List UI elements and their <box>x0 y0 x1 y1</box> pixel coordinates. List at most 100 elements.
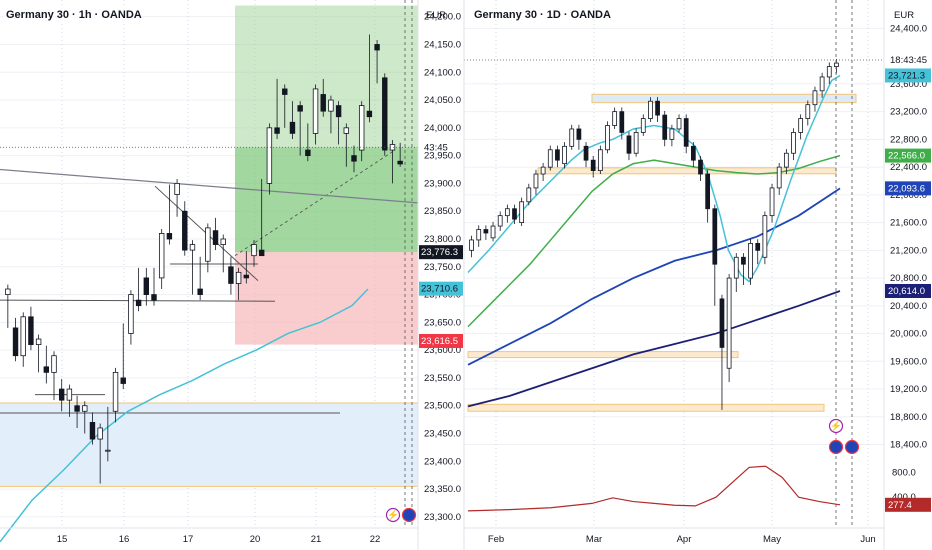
candle <box>312 88 319 134</box>
y-tick-label: 24,100.0 <box>424 67 461 78</box>
candle <box>166 233 173 240</box>
x-tick-label: 15 <box>57 534 68 545</box>
price-label-bg <box>885 68 931 83</box>
candle <box>733 256 739 279</box>
candle <box>305 149 311 157</box>
candle <box>235 271 242 284</box>
candle <box>258 249 265 257</box>
candle <box>43 366 50 373</box>
candle <box>698 159 703 175</box>
candle <box>712 208 718 265</box>
y-tick-label: 24,400.0 <box>890 23 927 34</box>
candle <box>174 183 180 195</box>
candle <box>576 128 582 140</box>
flag-icon <box>828 439 844 455</box>
price-label-bg <box>419 333 463 348</box>
x-tick-label: 17 <box>183 534 194 545</box>
y-tick-label: 22,400.0 <box>890 162 927 173</box>
candle <box>358 105 365 151</box>
candle <box>683 118 689 147</box>
y-tick-label: 23,600.0 <box>424 345 461 356</box>
candle <box>343 127 350 134</box>
y-tick-label: 23,400.0 <box>424 456 461 467</box>
price-label: 277.4 <box>888 500 912 511</box>
candle <box>274 127 280 134</box>
x-tick-label: May <box>763 534 781 545</box>
candle <box>490 225 496 239</box>
sr-zone <box>591 93 857 104</box>
candle <box>328 99 334 112</box>
candle <box>135 299 142 307</box>
candle <box>569 128 575 147</box>
candle <box>655 100 660 116</box>
chart-title: Germany 30 · 1D · OANDA <box>474 9 611 21</box>
candle <box>97 427 103 440</box>
candle <box>212 230 219 245</box>
candle <box>35 338 42 345</box>
y-tick-label: 24,000.0 <box>424 123 461 134</box>
candle <box>282 88 288 95</box>
chart-title: Germany 30 · 1h · OANDA <box>6 9 142 21</box>
osc-tick-label: 400.0 <box>892 492 916 503</box>
candle <box>547 149 553 168</box>
candle <box>120 377 126 384</box>
candle <box>791 132 796 154</box>
candle <box>197 288 203 295</box>
candle <box>583 145 589 161</box>
candle <box>220 238 226 245</box>
price-scale-bg <box>884 0 932 550</box>
candle <box>640 118 646 133</box>
ma-line-green <box>467 154 841 328</box>
candle <box>266 127 273 184</box>
y-tick-label: 23,750.0 <box>424 262 461 273</box>
candle <box>526 187 532 203</box>
y-tick-label: 23,200.0 <box>890 107 927 118</box>
target-zone <box>235 5 418 253</box>
price-label: 20,614.0 <box>888 286 925 297</box>
x-tick-label: 20 <box>250 534 261 545</box>
price-label: 22,566.0 <box>888 151 925 162</box>
candle <box>205 227 211 262</box>
candle <box>351 155 357 162</box>
candle <box>612 111 618 126</box>
sr-zone <box>467 351 739 359</box>
candle <box>189 244 196 251</box>
lightning-glyph: ⚡ <box>387 509 399 521</box>
y-tick-label: 22,800.0 <box>890 134 927 145</box>
countdown-label: 18:43:45 <box>890 55 927 66</box>
candle <box>374 44 380 51</box>
candle <box>776 166 782 189</box>
sr-zone <box>467 403 825 412</box>
candle <box>143 277 150 295</box>
currency-label: EUR <box>894 10 914 21</box>
osc-tick-label: 800.0 <box>892 467 916 478</box>
y-tick-label: 24,200.0 <box>424 12 461 23</box>
candle <box>812 90 818 106</box>
price-label: 22,093.6 <box>888 183 925 194</box>
candle <box>690 145 696 161</box>
candle <box>769 187 775 217</box>
y-tick-label: 23,550.0 <box>424 373 461 384</box>
candle <box>519 201 525 223</box>
y-tick-label: 23,500.0 <box>424 401 461 412</box>
candle <box>726 277 732 369</box>
y-tick-label: 19,200.0 <box>890 384 927 395</box>
candle <box>826 66 832 78</box>
candle <box>562 145 567 165</box>
price-label: 23,776.3 <box>421 247 458 258</box>
price-label-bg <box>885 148 931 163</box>
candle <box>397 160 403 165</box>
x-tick-label: Apr <box>677 534 692 545</box>
price-label-bg <box>419 281 463 296</box>
price-label-bg <box>419 245 463 260</box>
price-label: 23,710.6 <box>421 284 458 295</box>
candle <box>512 208 517 220</box>
ma-line-cyan <box>0 288 369 543</box>
x-tick-label: 16 <box>119 534 130 545</box>
y-tick-label: 23,350.0 <box>424 484 461 495</box>
candle <box>51 355 57 373</box>
lightning-icon <box>385 507 401 523</box>
candle <box>112 371 119 412</box>
candle <box>540 166 546 175</box>
